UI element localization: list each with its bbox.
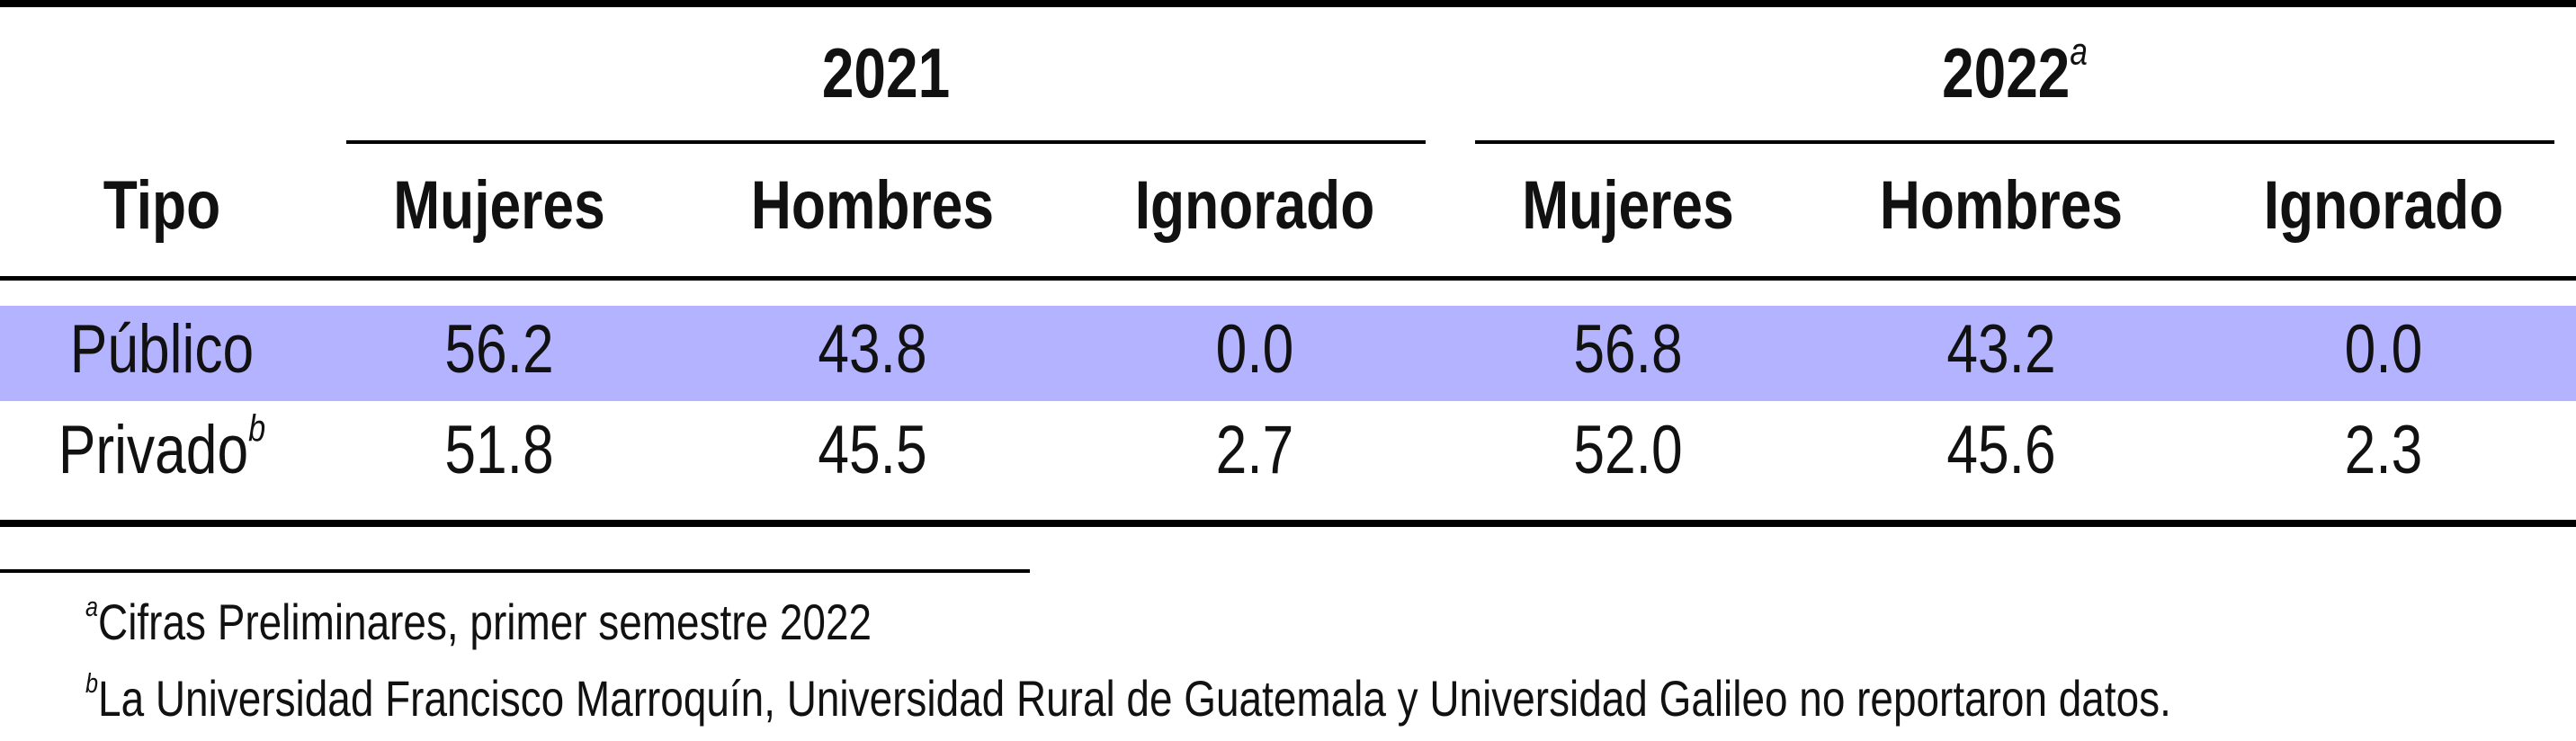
row-label-publico: Público <box>44 309 280 390</box>
column-header-mujeres-2022: Mujeres <box>1522 167 1734 244</box>
footnote-mark-a: a <box>2070 30 2088 74</box>
table-cell: 56.2 <box>444 311 554 388</box>
footnote-a-mark: a <box>85 590 99 622</box>
footnote-a: aCifras Preliminares, primer semestre 20… <box>85 591 872 654</box>
footnote-mark-b: b <box>248 406 266 450</box>
header-rule <box>0 276 2576 281</box>
table-cell: 45.5 <box>818 412 927 488</box>
table-cell: 0.0 <box>2344 311 2423 388</box>
table-cell: 51.8 <box>444 412 554 488</box>
top-rule <box>0 0 2576 7</box>
column-header-ignorado-2022: Ignorado <box>2263 167 2504 244</box>
column-header-hombres-2022: Hombres <box>1879 167 2124 244</box>
column-header-tipo: Tipo <box>103 167 221 244</box>
row-label-text: Privado <box>58 412 249 488</box>
column-header-mujeres-2021: Mujeres <box>393 167 605 244</box>
footnote-separator <box>0 569 1030 573</box>
column-header-ignorado-2021: Ignorado <box>1134 167 1375 244</box>
table-cell: 56.8 <box>1573 311 1683 388</box>
group-underline-2022 <box>1475 140 2554 144</box>
highlight-row-background <box>0 306 2576 401</box>
footnote-a-text: Cifras Preliminares, primer semestre 202… <box>98 594 872 650</box>
group-2022-label: 2022 <box>1942 33 2071 112</box>
table-cell: 52.0 <box>1573 412 1683 488</box>
group-header-2022: 2022a <box>1572 32 2457 113</box>
table-cell: 43.2 <box>1946 311 2056 388</box>
table-cell: 43.8 <box>818 311 927 388</box>
footnote-b: bLa Universidad Francisco Marroquín, Uni… <box>85 667 2171 730</box>
bottom-rule <box>0 520 2576 527</box>
table-cell: 0.0 <box>1215 311 1294 388</box>
footnote-b-text: La Universidad Francisco Marroquín, Univ… <box>98 670 2171 727</box>
group-underline-2021 <box>346 140 1426 144</box>
table-cell: 2.3 <box>2344 412 2423 488</box>
group-2021-label: 2021 <box>821 33 951 112</box>
group-header-2021: 2021 <box>443 32 1328 113</box>
table-cell: 2.7 <box>1215 412 1294 488</box>
row-label-text: Público <box>69 311 255 388</box>
footnote-b-mark: b <box>85 666 99 699</box>
row-label-privado: Privadob <box>44 409 280 491</box>
column-header-hombres-2021: Hombres <box>750 167 995 244</box>
table-cell: 45.6 <box>1946 412 2056 488</box>
